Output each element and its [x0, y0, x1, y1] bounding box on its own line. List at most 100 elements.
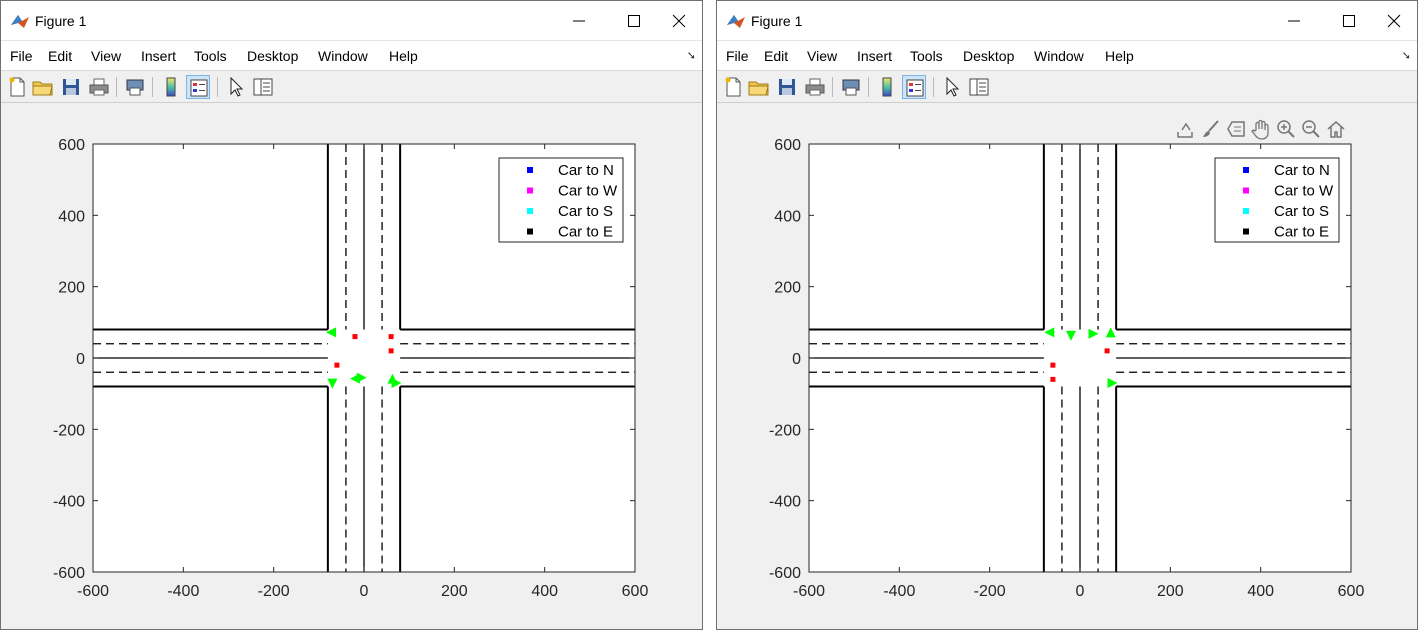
dock-arrow-icon[interactable]: ➘	[1401, 50, 1411, 62]
y-tick-label: -600	[53, 565, 85, 582]
y-tick-label: -400	[53, 494, 85, 511]
maximize-button[interactable]	[1326, 1, 1372, 40]
y-tick-label: -600	[769, 565, 801, 582]
minimize-button[interactable]	[556, 1, 602, 40]
link-plot-button[interactable]	[839, 75, 863, 99]
signal-marker	[356, 372, 367, 383]
minimize-button[interactable]	[1271, 1, 1317, 40]
open-file-button[interactable]	[31, 75, 55, 99]
export-icon[interactable]	[1175, 118, 1197, 140]
print-icon	[89, 78, 109, 96]
figure-canvas[interactable]: -600 -400 -200 0 200 400 600 600 400 200 0 -200 -400…	[1, 1, 702, 629]
menu-tools[interactable]: Tools	[194, 48, 227, 64]
matlab-logo-icon	[11, 15, 29, 28]
new-figure-button[interactable]	[721, 75, 745, 99]
datatip-icon[interactable]	[1225, 118, 1247, 140]
legend-button[interactable]	[902, 75, 926, 99]
x-tick-label: -600	[793, 583, 825, 600]
intersection-roads	[93, 144, 635, 572]
legend-button[interactable]	[186, 75, 210, 99]
colorbar-button[interactable]	[159, 75, 183, 99]
title-bar[interactable]: Figure 1	[1, 1, 702, 41]
save-icon	[779, 79, 795, 95]
dock-arrow-icon[interactable]: ➘	[686, 50, 696, 62]
car-marker	[1050, 362, 1056, 368]
maximize-icon	[1343, 15, 1355, 27]
minimize-icon	[1288, 20, 1300, 22]
y-tick-label: -400	[769, 494, 801, 511]
car-marker	[352, 334, 358, 340]
legend-entry-label: Car to N	[1274, 162, 1330, 179]
y-tick-label: 600	[58, 137, 85, 154]
menu-window[interactable]: Window	[318, 48, 368, 64]
figure-window-right: Figure 1 File Edit View Insert Tools Des…	[716, 0, 1418, 630]
pointer-arrow-icon	[946, 76, 960, 97]
zoom-in-icon[interactable]	[1275, 118, 1297, 140]
print-preview-icon	[842, 79, 860, 96]
menu-bar: File Edit View Insert Tools Desktop Wind…	[717, 41, 1417, 71]
figure-canvas[interactable]: -600 -400 -200 0 200 400 600 600 400 200 0 -200 -400…	[717, 1, 1417, 629]
menu-insert[interactable]: Insert	[857, 48, 893, 64]
signal-marker	[1044, 327, 1055, 338]
print-button[interactable]	[803, 75, 827, 99]
x-tick-label: 400	[1247, 583, 1274, 600]
minimize-icon	[573, 20, 585, 22]
property-inspector-button[interactable]	[251, 75, 275, 99]
link-plot-button[interactable]	[123, 75, 147, 99]
maximize-button[interactable]	[611, 1, 657, 40]
menu-window[interactable]: Window	[1034, 48, 1084, 64]
menu-desktop[interactable]: Desktop	[247, 48, 299, 64]
save-button[interactable]	[59, 75, 83, 99]
x-tick-label: 600	[1338, 583, 1365, 600]
y-tick-label: 600	[774, 137, 801, 154]
colorbar-icon	[882, 77, 892, 97]
legend-marker	[1243, 167, 1249, 173]
y-tick-label: 0	[792, 351, 801, 368]
menu-tools[interactable]: Tools	[910, 48, 943, 64]
x-tick-label: 200	[441, 583, 468, 600]
menu-desktop[interactable]: Desktop	[963, 48, 1015, 64]
close-button[interactable]	[1371, 1, 1417, 40]
save-button[interactable]	[775, 75, 799, 99]
toolbar-separator	[933, 77, 934, 97]
y-tick-label: 200	[58, 280, 85, 297]
x-tick-label: -200	[974, 583, 1006, 600]
menu-edit[interactable]: Edit	[48, 48, 73, 64]
property-inspector-icon	[253, 78, 273, 96]
menu-view[interactable]: View	[807, 48, 838, 64]
menu-help[interactable]: Help	[389, 48, 418, 64]
property-inspector-button[interactable]	[967, 75, 991, 99]
menu-file[interactable]: File	[10, 48, 33, 64]
menu-insert[interactable]: Insert	[141, 48, 177, 64]
menu-edit[interactable]: Edit	[764, 48, 789, 64]
car-marker	[1104, 348, 1110, 354]
open-folder-icon	[748, 81, 769, 96]
x-tick-label: -400	[883, 583, 915, 600]
x-tick-label: 600	[622, 583, 649, 600]
y-tick-label: 400	[58, 208, 85, 225]
edit-plot-button[interactable]	[224, 75, 248, 99]
new-figure-button[interactable]	[5, 75, 29, 99]
x-tick-label: 200	[1157, 583, 1184, 600]
x-tick-label: 0	[1076, 583, 1085, 600]
zoom-out-icon[interactable]	[1300, 118, 1322, 140]
signal-marker	[326, 327, 337, 338]
close-button[interactable]	[656, 1, 702, 40]
legend-entry-label: Car to E	[558, 224, 613, 241]
edit-plot-button[interactable]	[940, 75, 964, 99]
menu-view[interactable]: View	[91, 48, 122, 64]
legend-entry-label: Car to E	[1274, 224, 1329, 241]
window-title: Figure 1	[751, 13, 803, 29]
pan-icon[interactable]	[1250, 118, 1272, 140]
brush-icon[interactable]	[1200, 118, 1222, 140]
home-icon[interactable]	[1325, 118, 1347, 140]
print-button[interactable]	[87, 75, 111, 99]
menu-help[interactable]: Help	[1105, 48, 1134, 64]
title-bar[interactable]: Figure 1	[717, 1, 1417, 41]
x-tick-label: 0	[360, 583, 369, 600]
colorbar-button[interactable]	[875, 75, 899, 99]
intersection-roads	[809, 144, 1351, 572]
open-file-button[interactable]	[747, 75, 771, 99]
menu-file[interactable]: File	[726, 48, 749, 64]
save-icon	[63, 79, 79, 95]
